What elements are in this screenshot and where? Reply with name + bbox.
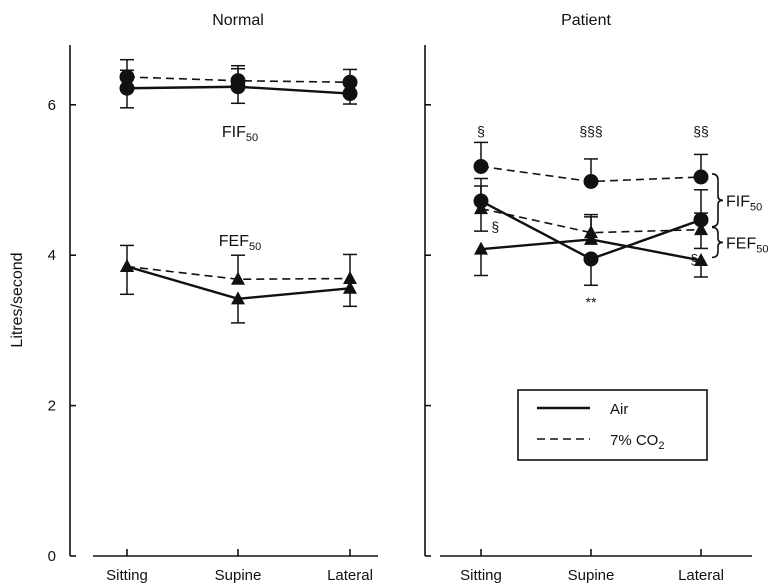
y-tick-label: 4 <box>48 247 56 264</box>
panel-normal: Normal 0 2 4 6 Sitting Supine Lateral FIF50 FE… <box>9 12 378 584</box>
plot-area-normal: FIF50 FEF50 <box>119 58 358 324</box>
annotations-patient: § §§§ §§§§** <box>477 123 709 310</box>
legend: Air 7% CO2 <box>517 389 708 461</box>
panel-title-patient: Patient <box>561 12 611 29</box>
y-axis-label: Litres/second <box>9 252 26 347</box>
data-point-triangle <box>584 231 598 245</box>
series-group-label: FIF50 <box>222 124 258 144</box>
legend-box <box>517 389 708 461</box>
plot-area-patient <box>473 141 709 287</box>
panel-title-normal: Normal <box>212 12 264 29</box>
series-group-label: FEF50 <box>219 233 261 253</box>
data-point-triangle <box>474 241 488 255</box>
data-point-circle <box>342 86 358 102</box>
y-tick-label: 6 <box>48 97 56 114</box>
data-point-circle <box>342 74 358 90</box>
data-point-triangle <box>343 280 357 294</box>
x-ticks-right: Sitting Supine Lateral <box>460 549 724 584</box>
data-point-triangle <box>474 201 488 215</box>
data-point-circle <box>230 73 246 89</box>
data-point-circle <box>119 69 135 85</box>
y-ticks-left: 0 2 4 6 <box>48 97 76 565</box>
data-point-triangle <box>231 271 245 285</box>
x-tick-label: Sitting <box>460 567 502 584</box>
legend-co2-label: 7% CO2 <box>610 432 664 452</box>
data-point-triangle <box>694 222 708 236</box>
group-braces: FIF50 FEF50 <box>711 173 768 259</box>
significance-marker: §§§ <box>579 123 602 139</box>
significance-marker: §§ <box>693 123 709 139</box>
data-point-triangle <box>120 258 134 272</box>
group-brace <box>711 173 724 228</box>
y-tick-label: 2 <box>48 398 56 415</box>
x-tick-label: Supine <box>215 567 262 584</box>
significance-marker: § <box>491 219 499 235</box>
significance-marker: § <box>691 251 699 267</box>
data-point-circle <box>583 251 599 267</box>
panel-patient: Patient Sitting Supine Lateral § §§§ §§§§** … <box>424 12 768 584</box>
x-tick-label: Supine <box>568 567 615 584</box>
group-label: FEF50 <box>726 235 768 255</box>
legend-air-label: Air <box>610 401 628 418</box>
x-tick-label: Sitting <box>106 567 148 584</box>
group-label: FIF50 <box>726 193 762 213</box>
data-point-triangle <box>584 225 598 239</box>
significance-marker: § <box>477 123 485 139</box>
series-line-fef-co2 <box>480 207 702 234</box>
x-tick-label: Lateral <box>327 567 373 584</box>
data-point-circle <box>473 158 489 174</box>
data-point-triangle <box>231 291 245 305</box>
data-point-circle <box>119 80 135 96</box>
group-brace <box>711 226 724 259</box>
x-ticks-left: Sitting Supine Lateral <box>106 549 373 584</box>
y-ticks-right <box>425 104 431 557</box>
data-point-triangle <box>694 252 708 266</box>
significance-marker: ** <box>586 294 597 310</box>
y-tick-label: 0 <box>48 548 56 565</box>
data-point-circle <box>693 169 709 185</box>
data-point-triangle <box>343 271 357 285</box>
data-point-circle <box>583 174 599 190</box>
x-tick-label: Lateral <box>678 567 724 584</box>
